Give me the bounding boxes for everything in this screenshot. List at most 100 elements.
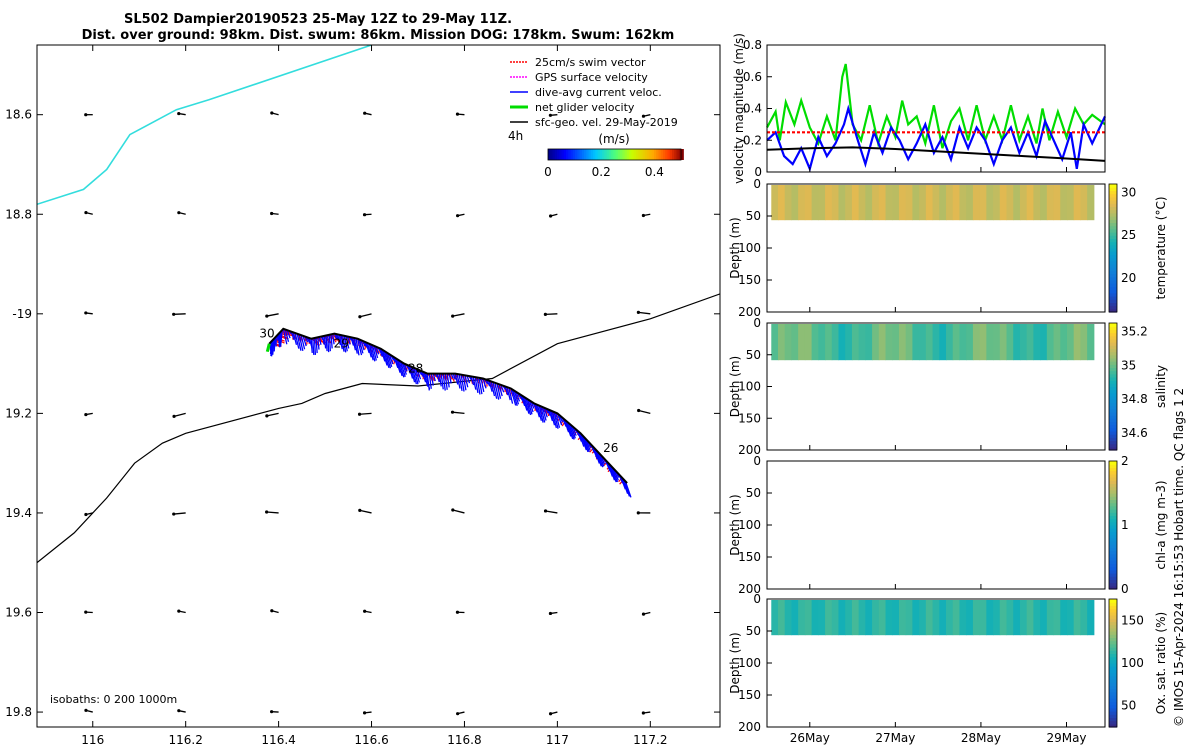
current-vector	[282, 328, 288, 345]
data-cell	[1006, 600, 1014, 636]
colorbar-label: Ox. sat. ratio (%)	[1154, 612, 1168, 714]
colorbar-cell	[1109, 305, 1117, 310]
data-cell	[898, 185, 907, 221]
colorbar-cell	[1109, 470, 1117, 475]
sfc-vector	[177, 609, 186, 614]
y-tick-label: 19.2	[5, 406, 32, 420]
colorbar-cell	[1109, 200, 1117, 204]
data-cell	[872, 600, 880, 636]
colorbar-cell	[572, 149, 576, 160]
colorbar-cell	[1109, 364, 1117, 369]
time-tick-label: 28May	[961, 731, 1001, 745]
colorbar-cell	[575, 149, 578, 160]
colorbar-cell	[1109, 682, 1117, 686]
sfc-vector	[84, 210, 93, 215]
data-cell	[946, 185, 954, 221]
current-vector	[323, 335, 327, 349]
data-cell	[1026, 185, 1034, 221]
colorbar-frame	[1108, 598, 1118, 728]
colorbar-cell	[1109, 196, 1117, 201]
colorbar-cell	[1109, 685, 1117, 690]
current-vector	[555, 412, 561, 428]
colorbar-cell	[559, 149, 563, 160]
sfc-vector	[358, 508, 372, 514]
colorbar-cell	[1109, 579, 1117, 584]
y-tick-label: 19.4	[5, 506, 32, 520]
current-vector	[476, 377, 481, 395]
colorbar-cell	[653, 149, 657, 160]
colorbar-cell	[1109, 637, 1117, 642]
y-tick-label: 0	[753, 177, 761, 191]
colorbar-cell	[1109, 216, 1117, 220]
current-vector	[370, 344, 376, 362]
colorbar-tick-label: 1	[1121, 518, 1129, 532]
colorbar-cell	[1109, 509, 1117, 513]
data-cell	[898, 600, 907, 636]
colorbar-cell	[586, 149, 590, 160]
current-vector	[566, 421, 574, 440]
data-cell	[865, 324, 873, 361]
colorbar-cell	[1109, 280, 1117, 284]
current-vector	[385, 351, 392, 369]
colorbar-cell	[1109, 483, 1117, 488]
colorbar-cell	[608, 149, 612, 160]
colorbar-cell	[548, 149, 551, 160]
colorbar-cell	[1109, 496, 1117, 500]
y-tick-label: 0.6	[743, 70, 762, 84]
current-vector	[366, 342, 372, 358]
x-tick-label: 117	[546, 733, 569, 747]
colorbar-cell	[1109, 723, 1117, 728]
data-cell	[966, 324, 974, 361]
data-cell	[1046, 600, 1055, 636]
data-cell	[1087, 324, 1095, 361]
data-cell	[825, 600, 833, 636]
colorbar-cell	[1109, 241, 1117, 246]
current-vector	[478, 377, 483, 395]
data-cell	[966, 185, 974, 221]
sfc-vector	[84, 311, 93, 315]
current-vector	[358, 339, 364, 354]
current-vector	[464, 375, 469, 388]
current-vector	[388, 353, 394, 365]
colorbar-cell	[1109, 627, 1117, 632]
current-vector	[568, 423, 575, 440]
current-vector	[286, 329, 291, 339]
colorbar-cell	[1109, 691, 1117, 696]
current-vector	[322, 336, 325, 345]
current-vector	[284, 329, 290, 342]
colorbar-cell	[1109, 576, 1117, 580]
colorbar-cell	[1109, 296, 1117, 300]
y-tick-label: 100	[738, 241, 761, 255]
colorbar-cell	[669, 149, 673, 160]
y-tick-label: 150	[738, 688, 761, 702]
data-cell	[1046, 324, 1055, 361]
colorbar-cell	[635, 149, 639, 160]
colorbar-tick-label: 0.4	[645, 165, 664, 179]
data-cell	[1073, 600, 1081, 636]
current-vector	[298, 334, 304, 352]
colorbar-cell	[1109, 534, 1117, 539]
current-vector	[337, 334, 341, 346]
colorbar-cell	[1109, 342, 1117, 346]
y-tick-label: 150	[738, 411, 761, 425]
colorbar-cell	[579, 149, 583, 160]
data-cell	[851, 324, 860, 361]
colorbar-cell	[1109, 643, 1117, 648]
current-vector	[400, 361, 406, 377]
colorbar-cell	[662, 149, 666, 160]
current-vector	[312, 338, 315, 355]
colorbar-cell	[1109, 701, 1117, 706]
data-cell	[798, 324, 806, 361]
colorbar-cell	[649, 149, 653, 160]
data-cell	[932, 600, 940, 636]
current-vector	[460, 374, 465, 392]
colorbar-cell	[1109, 560, 1117, 564]
sfc-vector	[641, 711, 651, 715]
current-vector	[350, 337, 355, 346]
current-vector	[317, 337, 320, 350]
colorbar-cell	[1109, 345, 1117, 349]
colorbar-cell	[1109, 528, 1117, 532]
colorbar-cell	[617, 149, 621, 160]
sfc-vector	[270, 710, 279, 714]
sfc-vector	[270, 211, 279, 216]
